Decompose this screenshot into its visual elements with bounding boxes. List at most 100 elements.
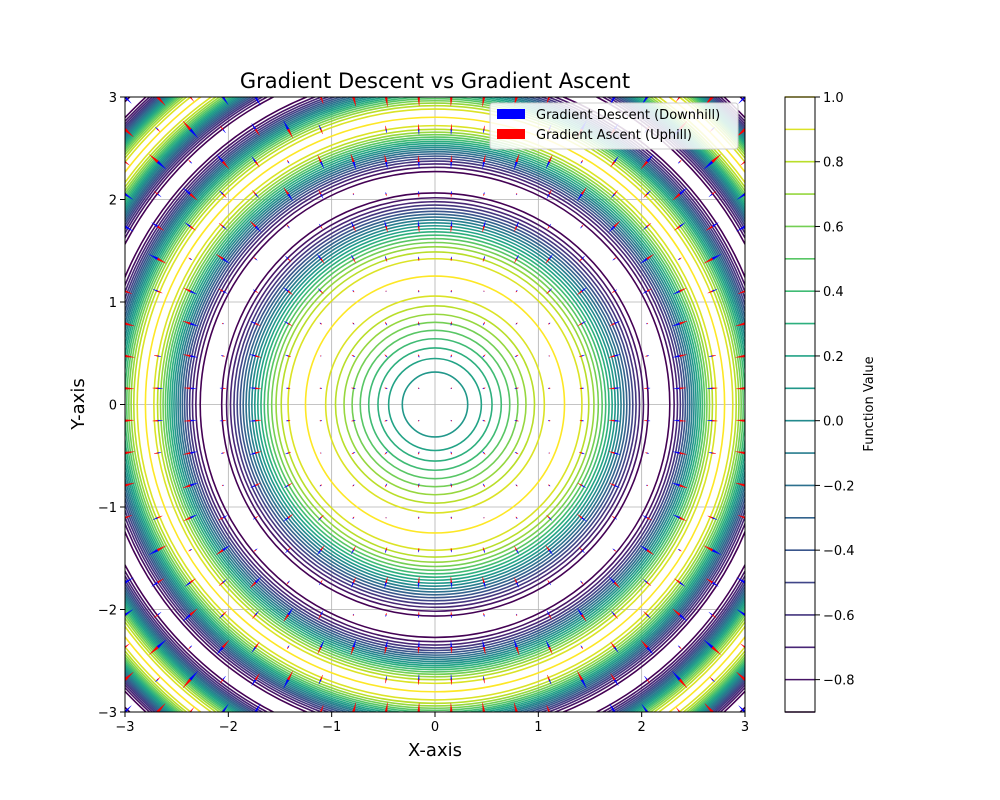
ascent-arrow <box>184 419 191 422</box>
ascent-arrow <box>320 484 323 487</box>
ascent-arrow <box>287 290 293 295</box>
ascent-arrow <box>578 258 583 262</box>
ascent-arrow <box>352 226 356 232</box>
ascent-arrow <box>608 355 615 358</box>
ascent-arrow <box>287 387 291 389</box>
contour-line <box>236 207 634 602</box>
ascent-arrow <box>711 154 721 163</box>
ascent-arrow <box>385 125 387 130</box>
ascent-arrow <box>221 322 224 325</box>
ascent-arrow <box>286 581 289 585</box>
x-tick-label: −1 <box>322 720 341 735</box>
contour-line <box>225 196 645 613</box>
ascent-arrow <box>319 97 324 104</box>
ascent-arrow <box>450 387 453 389</box>
ascent-arrow <box>676 97 681 102</box>
ascent-arrow <box>679 288 687 293</box>
x-tick-label: −2 <box>219 720 238 735</box>
ascent-arrow <box>611 290 615 293</box>
ascent-arrow <box>385 290 387 292</box>
ascent-arrow <box>287 420 291 422</box>
ascent-arrow <box>254 128 260 136</box>
ascent-arrow <box>417 193 420 198</box>
ascent-arrow <box>350 154 355 163</box>
ascent-arrow <box>351 452 354 455</box>
ascent-arrow <box>286 128 293 138</box>
ascent-arrow <box>679 646 682 650</box>
ascent-arrow <box>547 484 550 487</box>
contour-line <box>367 337 503 472</box>
ascent-arrow <box>706 578 714 584</box>
contour-line <box>179 150 691 659</box>
ascent-arrow <box>450 193 453 198</box>
ascent-arrow <box>183 288 191 293</box>
ascent-arrow <box>646 288 652 292</box>
ascent-arrow <box>450 226 453 233</box>
ascent-arrow <box>149 646 159 655</box>
contour-lines <box>125 97 745 712</box>
ascent-arrow <box>679 354 687 357</box>
ascent-arrow <box>482 154 486 163</box>
ascent-arrow <box>450 679 453 685</box>
ascent-arrow <box>317 155 322 163</box>
descent-arrow <box>125 577 134 584</box>
ascent-arrow <box>253 257 257 260</box>
ascent-arrow <box>417 703 420 712</box>
ascent-arrow <box>548 614 552 620</box>
ascent-arrow <box>679 484 688 489</box>
contour-line <box>267 237 603 572</box>
chart-title: Gradient Descent vs Gradient Ascent <box>240 69 630 93</box>
ascent-arrow <box>384 484 387 488</box>
contour-line <box>173 144 697 665</box>
ascent-arrow <box>676 707 681 712</box>
colorbar-tick-label: −0.8 <box>823 674 855 689</box>
ascent-arrow <box>707 290 713 294</box>
contour-line <box>162 133 708 676</box>
ascent-arrow <box>516 419 519 422</box>
x-tick-label: 2 <box>638 720 646 735</box>
ascent-arrow <box>351 387 354 390</box>
ascent-arrow <box>514 546 518 551</box>
ascent-arrow <box>182 678 192 689</box>
ascent-arrow <box>515 154 520 163</box>
ascent-arrow <box>318 189 322 195</box>
ascent-arrow <box>188 159 191 163</box>
ascent-arrow <box>644 355 648 357</box>
ascent-arrow <box>513 702 518 712</box>
ascent-arrow <box>483 387 486 390</box>
ascent-arrow <box>483 354 486 357</box>
descent-arrow <box>737 609 745 617</box>
contour-line <box>136 108 734 701</box>
ascent-arrow <box>613 220 620 228</box>
ascent-arrow <box>483 484 486 488</box>
ascent-arrow <box>222 387 226 389</box>
y-tick-label: −1 <box>98 501 117 516</box>
colorbar-label: Function Value <box>862 356 877 451</box>
ascent-arrow <box>711 191 716 195</box>
ascent-arrow <box>254 641 260 648</box>
contour-line <box>127 99 743 710</box>
ascent-arrow <box>643 193 648 198</box>
ascent-arrow <box>417 155 420 162</box>
descent-arrow <box>125 609 133 617</box>
ascent-arrow <box>483 517 485 519</box>
ascent-arrow <box>287 258 292 262</box>
ascent-arrow <box>580 187 587 195</box>
ascent-arrow <box>188 646 191 650</box>
contour-line <box>351 321 519 488</box>
ascent-arrow <box>283 614 290 622</box>
ascent-arrow <box>679 387 686 390</box>
ascent-arrow <box>646 679 650 684</box>
ascent-arrow <box>577 483 583 487</box>
ascent-arrow <box>189 225 196 231</box>
ascent-arrow <box>515 516 518 519</box>
ascent-arrow <box>643 611 648 616</box>
ascent-arrow <box>703 257 714 264</box>
ascent-arrow <box>613 257 617 260</box>
ascent-arrow <box>483 321 486 325</box>
ascent-arrow <box>384 419 387 422</box>
ascent-arrow <box>384 452 387 455</box>
ascent-arrow <box>740 160 745 166</box>
ascent-arrow <box>646 223 652 228</box>
contour-line <box>248 219 622 590</box>
